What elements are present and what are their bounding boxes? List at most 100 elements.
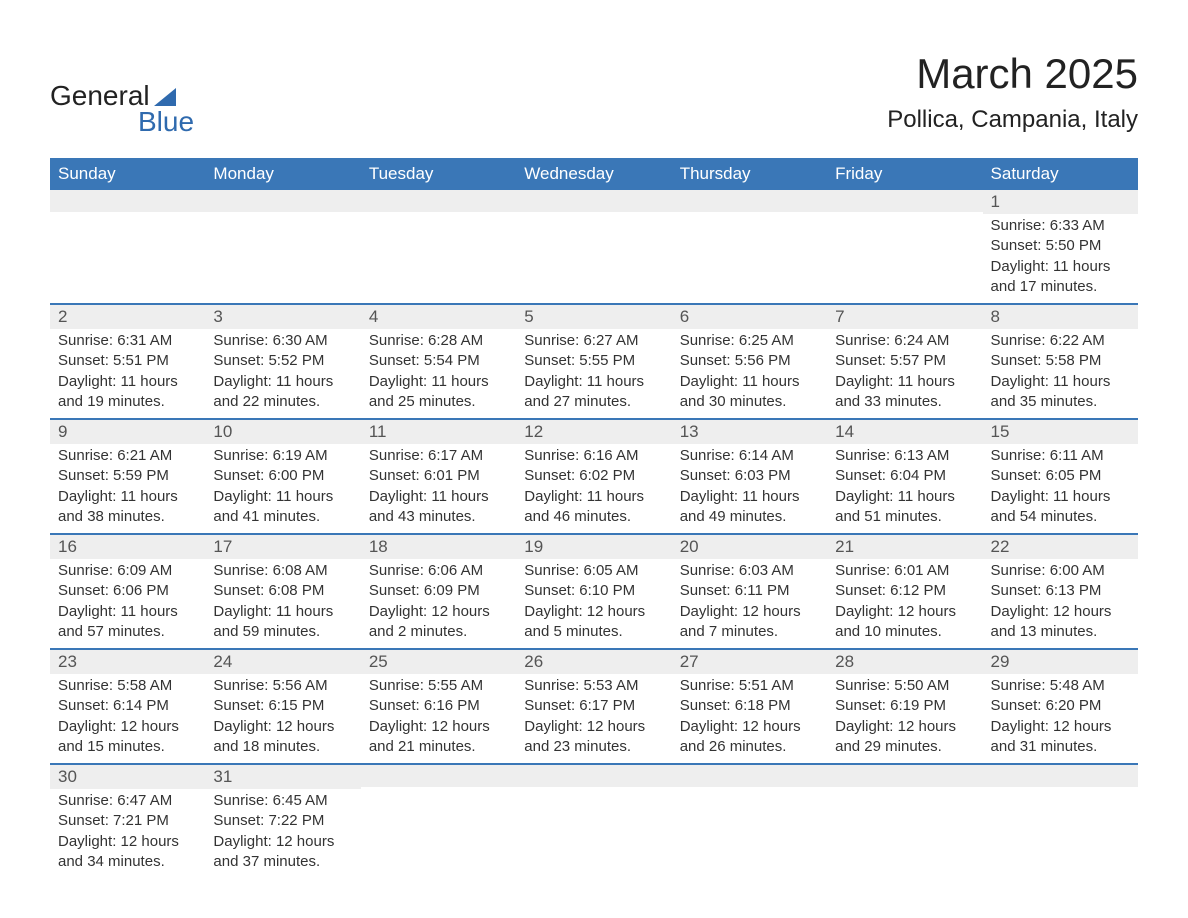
day-number: 6 (672, 305, 827, 329)
calendar-day-cell: 1Sunrise: 6:33 AMSunset: 5:50 PMDaylight… (983, 190, 1138, 304)
day-number: 26 (516, 650, 671, 674)
day-sunrise: Sunrise: 6:22 AM (991, 331, 1130, 351)
day-dl2: and 23 minutes. (524, 737, 663, 757)
day-details: Sunrise: 6:08 AMSunset: 6:08 PMDaylight:… (205, 559, 360, 648)
calendar-day-cell: 13Sunrise: 6:14 AMSunset: 6:03 PMDayligh… (672, 419, 827, 534)
day-sunrise: Sunrise: 6:09 AM (58, 561, 197, 581)
calendar-week-row: 9Sunrise: 6:21 AMSunset: 5:59 PMDaylight… (50, 419, 1138, 534)
day-dl1: Daylight: 11 hours (680, 487, 819, 507)
calendar-day-cell: 2Sunrise: 6:31 AMSunset: 5:51 PMDaylight… (50, 304, 205, 419)
day-number: 2 (50, 305, 205, 329)
day-number: 25 (361, 650, 516, 674)
day-sunrise: Sunrise: 6:08 AM (213, 561, 352, 581)
calendar-day-cell: 14Sunrise: 6:13 AMSunset: 6:04 PMDayligh… (827, 419, 982, 534)
calendar-day-cell: 19Sunrise: 6:05 AMSunset: 6:10 PMDayligh… (516, 534, 671, 649)
calendar-day-cell: 8Sunrise: 6:22 AMSunset: 5:58 PMDaylight… (983, 304, 1138, 419)
day-sunrise: Sunrise: 6:16 AM (524, 446, 663, 466)
day-dl1: Daylight: 11 hours (835, 487, 974, 507)
day-dl2: and 13 minutes. (991, 622, 1130, 642)
day-number: 23 (50, 650, 205, 674)
day-dl1: Daylight: 12 hours (524, 602, 663, 622)
day-sunrise: Sunrise: 6:01 AM (835, 561, 974, 581)
empty-day-body (827, 212, 982, 282)
day-number: 10 (205, 420, 360, 444)
day-dl2: and 51 minutes. (835, 507, 974, 527)
day-sunrise: Sunrise: 6:05 AM (524, 561, 663, 581)
day-sunrise: Sunrise: 5:56 AM (213, 676, 352, 696)
day-sunrise: Sunrise: 6:47 AM (58, 791, 197, 811)
day-details: Sunrise: 6:28 AMSunset: 5:54 PMDaylight:… (361, 329, 516, 418)
day-details: Sunrise: 5:50 AMSunset: 6:19 PMDaylight:… (827, 674, 982, 763)
day-sunrise: Sunrise: 6:00 AM (991, 561, 1130, 581)
empty-day-number (361, 190, 516, 212)
day-number: 3 (205, 305, 360, 329)
day-dl1: Daylight: 12 hours (835, 717, 974, 737)
day-dl2: and 2 minutes. (369, 622, 508, 642)
day-number: 13 (672, 420, 827, 444)
calendar-day-cell: 30Sunrise: 6:47 AMSunset: 7:21 PMDayligh… (50, 764, 205, 878)
day-sunset: Sunset: 5:57 PM (835, 351, 974, 371)
day-details: Sunrise: 6:33 AMSunset: 5:50 PMDaylight:… (983, 214, 1138, 303)
day-dl2: and 41 minutes. (213, 507, 352, 527)
day-dl2: and 43 minutes. (369, 507, 508, 527)
day-details: Sunrise: 6:03 AMSunset: 6:11 PMDaylight:… (672, 559, 827, 648)
day-sunset: Sunset: 6:09 PM (369, 581, 508, 601)
day-sunrise: Sunrise: 5:48 AM (991, 676, 1130, 696)
calendar-day-cell (50, 190, 205, 304)
col-monday: Monday (205, 158, 360, 190)
day-sunset: Sunset: 5:58 PM (991, 351, 1130, 371)
day-details: Sunrise: 5:48 AMSunset: 6:20 PMDaylight:… (983, 674, 1138, 763)
empty-day-body (361, 212, 516, 282)
day-details: Sunrise: 6:21 AMSunset: 5:59 PMDaylight:… (50, 444, 205, 533)
empty-day-body (361, 787, 516, 857)
calendar-day-cell (672, 764, 827, 878)
empty-day-number (827, 190, 982, 212)
calendar-day-cell (983, 764, 1138, 878)
day-number: 15 (983, 420, 1138, 444)
calendar-day-cell: 9Sunrise: 6:21 AMSunset: 5:59 PMDaylight… (50, 419, 205, 534)
day-dl1: Daylight: 12 hours (213, 717, 352, 737)
day-sunrise: Sunrise: 5:55 AM (369, 676, 508, 696)
day-dl2: and 7 minutes. (680, 622, 819, 642)
day-details: Sunrise: 6:14 AMSunset: 6:03 PMDaylight:… (672, 444, 827, 533)
empty-day-body (672, 787, 827, 857)
calendar-day-cell: 3Sunrise: 6:30 AMSunset: 5:52 PMDaylight… (205, 304, 360, 419)
day-details: Sunrise: 6:25 AMSunset: 5:56 PMDaylight:… (672, 329, 827, 418)
calendar-day-cell: 26Sunrise: 5:53 AMSunset: 6:17 PMDayligh… (516, 649, 671, 764)
day-dl2: and 5 minutes. (524, 622, 663, 642)
day-dl2: and 33 minutes. (835, 392, 974, 412)
day-number: 11 (361, 420, 516, 444)
day-details: Sunrise: 6:05 AMSunset: 6:10 PMDaylight:… (516, 559, 671, 648)
day-number: 30 (50, 765, 205, 789)
day-sunrise: Sunrise: 6:31 AM (58, 331, 197, 351)
day-details: Sunrise: 6:01 AMSunset: 6:12 PMDaylight:… (827, 559, 982, 648)
day-dl2: and 21 minutes. (369, 737, 508, 757)
day-number: 9 (50, 420, 205, 444)
day-sunrise: Sunrise: 6:24 AM (835, 331, 974, 351)
day-number: 5 (516, 305, 671, 329)
day-dl1: Daylight: 12 hours (58, 717, 197, 737)
day-number: 19 (516, 535, 671, 559)
day-dl1: Daylight: 11 hours (58, 602, 197, 622)
empty-day-body (205, 212, 360, 282)
day-dl1: Daylight: 11 hours (991, 372, 1130, 392)
empty-day-body (983, 787, 1138, 857)
day-details: Sunrise: 6:30 AMSunset: 5:52 PMDaylight:… (205, 329, 360, 418)
col-thursday: Thursday (672, 158, 827, 190)
day-details: Sunrise: 6:19 AMSunset: 6:00 PMDaylight:… (205, 444, 360, 533)
day-dl1: Daylight: 12 hours (369, 602, 508, 622)
empty-day-number (672, 765, 827, 787)
day-sunset: Sunset: 6:11 PM (680, 581, 819, 601)
day-dl2: and 54 minutes. (991, 507, 1130, 527)
day-details: Sunrise: 6:13 AMSunset: 6:04 PMDaylight:… (827, 444, 982, 533)
day-details: Sunrise: 5:51 AMSunset: 6:18 PMDaylight:… (672, 674, 827, 763)
day-dl1: Daylight: 11 hours (213, 372, 352, 392)
day-dl2: and 17 minutes. (991, 277, 1130, 297)
day-dl1: Daylight: 12 hours (58, 832, 197, 852)
day-dl1: Daylight: 12 hours (369, 717, 508, 737)
day-sunset: Sunset: 6:05 PM (991, 466, 1130, 486)
day-dl2: and 19 minutes. (58, 392, 197, 412)
day-sunset: Sunset: 5:50 PM (991, 236, 1130, 256)
day-sunrise: Sunrise: 6:11 AM (991, 446, 1130, 466)
day-sunset: Sunset: 5:54 PM (369, 351, 508, 371)
